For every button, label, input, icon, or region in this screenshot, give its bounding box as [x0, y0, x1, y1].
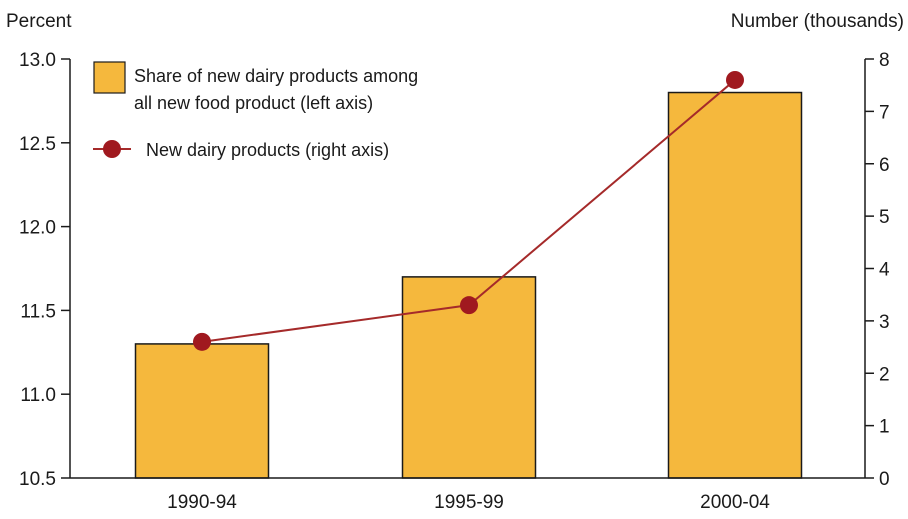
left-tick-label-12.5: 12.5	[19, 134, 56, 155]
right-tick-label-2: 2	[879, 364, 890, 385]
legend-bar-label-line2: all new food product (left axis)	[134, 93, 373, 113]
left-tick-label-11.5: 11.5	[20, 301, 56, 322]
left-tick-label-12.0: 12.0	[19, 218, 56, 239]
axes-layer: 10.5 11.0 11.5 12.0 12.5 13.0 0 1 2 3 4 5 6 7 8 1990-94…	[19, 50, 890, 513]
x-tick-label-1990-94: 1990-94	[167, 492, 237, 513]
bar-2000-04	[667, 91, 803, 479]
right-tick-label-3: 3	[879, 312, 890, 333]
line-point-2000-04	[726, 70, 744, 89]
right-tick-label-4: 4	[879, 260, 890, 281]
legend-bar-swatch	[93, 61, 126, 94]
legend: Share of new dairy products among all ne…	[93, 61, 418, 160]
x-tick-label-2000-04: 2000-04	[700, 492, 770, 513]
bar-1990-94	[134, 343, 270, 479]
legend-line-marker	[103, 140, 121, 158]
line-point-1990-94	[193, 332, 211, 351]
right-tick-label-6: 6	[879, 155, 890, 176]
x-tick-label-1995-99: 1995-99	[434, 492, 504, 513]
left-tick-label-13.0: 13.0	[19, 50, 56, 71]
left-axis-title: Percent	[6, 11, 72, 32]
right-tick-label-8: 8	[879, 50, 890, 71]
right-tick-label-5: 5	[879, 207, 890, 228]
right-tick-label-1: 1	[879, 417, 890, 438]
right-axis-title: Number (thousands)	[731, 11, 904, 32]
line-point-1995-99	[460, 296, 478, 315]
line-layer	[193, 70, 744, 351]
left-tick-label-10.5: 10.5	[19, 469, 56, 490]
left-tick-label-11.0: 11.0	[20, 385, 56, 406]
right-tick-label-0: 0	[879, 469, 890, 490]
legend-bar-label-line1: Share of new dairy products among	[134, 66, 418, 86]
right-tick-label-7: 7	[879, 102, 890, 123]
legend-line-label: New dairy products (right axis)	[146, 140, 389, 160]
